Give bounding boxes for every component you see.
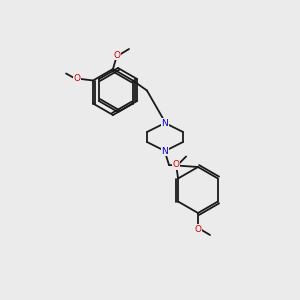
Text: O: O bbox=[194, 224, 202, 233]
Text: O: O bbox=[172, 160, 180, 169]
Text: N: N bbox=[162, 146, 168, 155]
Text: O: O bbox=[74, 74, 81, 83]
Text: O: O bbox=[113, 50, 121, 59]
Text: N: N bbox=[162, 118, 168, 127]
